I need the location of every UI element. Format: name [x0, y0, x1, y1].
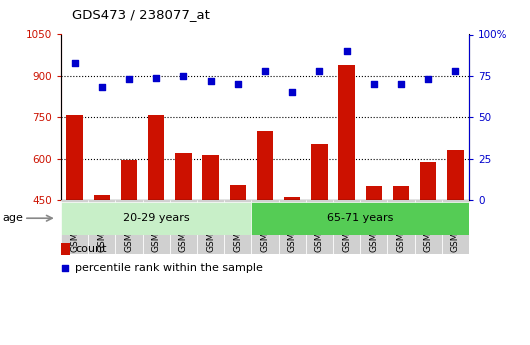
Text: 20-29 years: 20-29 years [123, 213, 190, 223]
Bar [284, 197, 301, 324]
Text: GSM10360: GSM10360 [179, 203, 188, 252]
Bar [447, 150, 464, 324]
Text: GSM10359: GSM10359 [152, 203, 161, 252]
Text: age: age [3, 213, 23, 223]
Text: GSM10369: GSM10369 [424, 203, 432, 252]
Bar [229, 185, 246, 324]
Point [234, 81, 242, 87]
Text: GSM10366: GSM10366 [342, 203, 351, 252]
Bar [143, 200, 170, 254]
Bar [170, 200, 197, 254]
Bar [387, 200, 414, 254]
Text: GSM10367: GSM10367 [369, 203, 378, 252]
Text: GSM10354: GSM10354 [70, 203, 79, 252]
Text: count: count [75, 244, 107, 254]
Bar [197, 200, 224, 254]
Bar [175, 152, 191, 324]
Point [179, 73, 188, 79]
Bar [311, 144, 328, 324]
Point [61, 265, 69, 270]
Point [424, 77, 432, 82]
Text: GSM10365: GSM10365 [315, 203, 324, 252]
Text: percentile rank within the sample: percentile rank within the sample [75, 263, 263, 273]
Bar [333, 200, 360, 254]
Point [206, 78, 215, 83]
Bar [442, 200, 469, 254]
Point [70, 60, 79, 66]
Text: GSM10356: GSM10356 [125, 203, 134, 252]
Bar [393, 186, 409, 324]
Bar [66, 115, 83, 324]
Text: GSM10368: GSM10368 [396, 203, 405, 252]
Bar [279, 200, 306, 254]
Text: GSM10355: GSM10355 [98, 203, 106, 252]
Text: GSM10364: GSM10364 [288, 203, 297, 252]
Bar [414, 200, 442, 254]
Bar [148, 115, 164, 324]
Bar [88, 200, 116, 254]
Point [125, 77, 133, 82]
Text: GDS473 / 238077_at: GDS473 / 238077_at [72, 8, 209, 21]
Bar [61, 200, 88, 254]
Bar [224, 200, 251, 254]
Bar [202, 155, 219, 324]
Bar [366, 186, 382, 324]
Bar [61, 243, 70, 255]
Text: GSM10363: GSM10363 [261, 203, 269, 252]
Point [315, 68, 324, 74]
Bar [61, 202, 251, 235]
Bar [121, 160, 137, 324]
Point [261, 68, 269, 74]
Point [342, 48, 351, 54]
Bar [257, 131, 273, 324]
Bar [251, 200, 279, 254]
Point [451, 68, 460, 74]
Bar [360, 200, 387, 254]
Text: GSM10362: GSM10362 [233, 203, 242, 252]
Text: GSM10361: GSM10361 [206, 203, 215, 252]
Point [152, 75, 161, 80]
Bar [339, 65, 355, 324]
Bar [116, 200, 143, 254]
Point [288, 90, 296, 95]
Bar [420, 162, 436, 324]
Point [98, 85, 106, 90]
Text: GSM10370: GSM10370 [451, 203, 460, 252]
Point [397, 81, 405, 87]
Text: 65-71 years: 65-71 years [327, 213, 393, 223]
Bar [94, 195, 110, 324]
Point [369, 81, 378, 87]
Bar [306, 200, 333, 254]
Bar [251, 202, 469, 235]
